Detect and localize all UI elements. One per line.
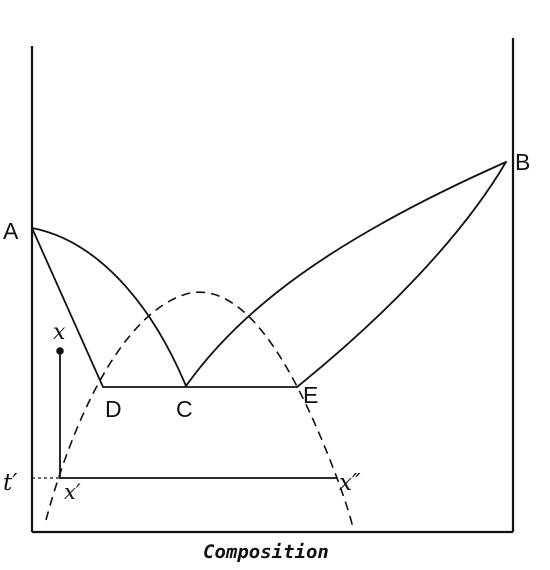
label-x: x (53, 320, 66, 345)
point-x-dot (56, 347, 64, 355)
label-x-prime: x′ (64, 480, 81, 504)
axis-label-composition: Composition (203, 541, 329, 563)
miscibility-gap-dome (45, 291, 354, 529)
solid-curves (31, 161, 507, 479)
label-a: A (3, 218, 19, 244)
diagram-frame (30, 38, 515, 534)
solidus-a-to-d (31, 227, 104, 388)
label-e: E (303, 382, 318, 408)
label-x-double-prime: x″ (339, 470, 361, 496)
solidus-e-to-b (296, 161, 507, 388)
label-b: B (515, 149, 530, 175)
label-c: C (176, 396, 193, 422)
dashed-curves (45, 291, 354, 529)
label-t-prime: t′ (3, 470, 18, 496)
liquidus-c-to-b (185, 161, 507, 387)
label-d: D (105, 396, 122, 422)
liquidus-a-to-c (31, 227, 187, 387)
